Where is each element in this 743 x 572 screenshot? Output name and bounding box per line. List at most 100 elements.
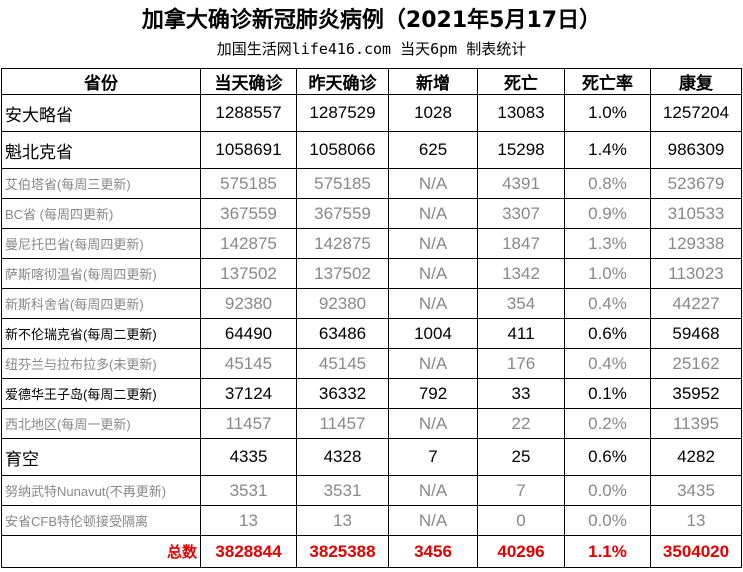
total-cell: 3456: [388, 535, 478, 568]
cell: 411: [477, 318, 565, 350]
cell: 137502: [296, 258, 389, 290]
cell: 129338: [650, 228, 742, 260]
cell: 59468: [650, 318, 742, 350]
cell: N/A: [388, 198, 478, 230]
cell: 45145: [296, 348, 389, 380]
cell: N/A: [388, 228, 478, 260]
header-cell: 新增: [388, 68, 478, 95]
total-row: 总数 3828844 3825388 3456 40296 1.1% 3504020: [1, 535, 742, 568]
cell: 4391: [477, 168, 565, 200]
province-cell: 新斯科舍省(每周四更新): [1, 288, 201, 320]
cell: 0.0%: [564, 475, 651, 507]
province-cell: 新不伦瑞克省(每周二更新): [1, 318, 201, 350]
cell: 33: [477, 378, 565, 410]
cell: 13: [200, 505, 297, 537]
cell: 523679: [650, 168, 742, 200]
cell: 35952: [650, 378, 742, 410]
table: 省份 当天确诊 昨天确诊 新增 死亡 死亡率 康复 安大略省 1288557 1287529 10…: [1, 68, 742, 568]
cell: 3435: [650, 475, 742, 507]
cell: 0.6%: [564, 438, 651, 477]
province-cell: 育空: [1, 438, 201, 477]
cell: 36332: [296, 378, 389, 410]
cell: 1058066: [296, 131, 389, 170]
total-cell: 3504020: [650, 535, 742, 568]
cell: 25162: [650, 348, 742, 380]
header-cell: 康复: [650, 68, 742, 95]
cell: N/A: [388, 168, 478, 200]
cell: 176: [477, 348, 565, 380]
cell: N/A: [388, 258, 478, 290]
cell: 367559: [200, 198, 297, 230]
header-cell: 省份: [1, 68, 201, 95]
cell: 4335: [200, 438, 297, 477]
table-body: 安大略省 1288557 1287529 1028 13083 1.0% 1257204 魁北…: [1, 93, 742, 568]
cell: 1058691: [200, 131, 297, 170]
cell: 1.0%: [564, 93, 651, 133]
header-cell: 死亡: [477, 68, 565, 95]
cell: 44227: [650, 288, 742, 320]
row: 爱德华王子岛(每周二更新) 37124 36332 792 33 0.1% 35952: [1, 378, 742, 410]
cell: 0: [477, 505, 565, 537]
cell: 1004: [388, 318, 478, 350]
row: 艾伯塔省(每周三更新) 575185 575185 N/A 4391 0.8% 523679: [1, 168, 742, 200]
cell: 64490: [200, 318, 297, 350]
province-cell: 安省CFB特伦顿接受隔离: [1, 505, 201, 537]
province-cell: 安大略省: [1, 93, 201, 133]
cell: N/A: [388, 348, 478, 380]
cell: 63486: [296, 318, 389, 350]
total-cell: 3828844: [200, 535, 297, 568]
row: 新斯科舍省(每周四更新) 92380 92380 N/A 354 0.4% 44227: [1, 288, 742, 320]
row: BC省 (每周四更新) 367559 367559 N/A 3307 0.9% 310533: [1, 198, 742, 230]
cell: 0.6%: [564, 318, 651, 350]
cell: 625: [388, 131, 478, 170]
cell: 25: [477, 438, 565, 477]
cell: 37124: [200, 378, 297, 410]
total-cell: 40296: [477, 535, 565, 568]
cell: 1342: [477, 258, 565, 290]
title: 加拿大确诊新冠肺炎病例（2021年5月17日）: [141, 8, 602, 33]
cell: 1028: [388, 93, 478, 133]
cell: 92380: [296, 288, 389, 320]
cell: 142875: [296, 228, 389, 260]
cell: N/A: [388, 288, 478, 320]
province-cell: 曼尼托巴省(每周四更新): [1, 228, 201, 260]
cell: 1847: [477, 228, 565, 260]
row: 安省CFB特伦顿接受隔离 13 13 N/A 0 0.0% 13: [1, 505, 742, 537]
cell: 13083: [477, 93, 565, 133]
cell: 1.3%: [564, 228, 651, 260]
cell: 367559: [296, 198, 389, 230]
cell: 1.4%: [564, 131, 651, 170]
cell: 142875: [200, 228, 297, 260]
row: 育空 4335 4328 7 25 0.6% 4282: [1, 438, 742, 477]
province-cell: 艾伯塔省(每周三更新): [1, 168, 201, 200]
cell: N/A: [388, 505, 478, 537]
cell: 4328: [296, 438, 389, 477]
cell: N/A: [388, 475, 478, 507]
cell: 0.4%: [564, 348, 651, 380]
province-cell: 萨斯喀彻温省(每周四更新): [1, 258, 201, 290]
subtitle: 加国生活网life416.com 当天6pm 制表统计: [216, 40, 527, 58]
cell: 22: [477, 408, 565, 440]
cell: 354: [477, 288, 565, 320]
cell: 113023: [650, 258, 742, 290]
cell: 0.2%: [564, 408, 651, 440]
cell: 92380: [200, 288, 297, 320]
cell: 3531: [296, 475, 389, 507]
cell: 310533: [650, 198, 742, 230]
cell: 13: [296, 505, 389, 537]
cell: 575185: [296, 168, 389, 200]
province-cell: 魁北克省: [1, 131, 201, 170]
cell: 4282: [650, 438, 742, 477]
row: 安大略省 1288557 1287529 1028 13083 1.0% 1257204: [1, 93, 742, 133]
cell: 1257204: [650, 93, 742, 133]
header-cell: 死亡率: [564, 68, 651, 95]
header-cell: 当天确诊: [200, 68, 297, 95]
cell: 792: [388, 378, 478, 410]
cell: 11395: [650, 408, 742, 440]
header-cell: 昨天确诊: [296, 68, 389, 95]
row: 萨斯喀彻温省(每周四更新) 137502 137502 N/A 1342 1.0% 1130…: [1, 258, 742, 290]
province-cell: 西北地区(每周一更新): [1, 408, 201, 440]
row: 魁北克省 1058691 1058066 625 15298 1.4% 986309: [1, 131, 742, 170]
row: 纽芬兰与拉布拉多(未更新) 45145 45145 N/A 176 0.4% 25162: [1, 348, 742, 380]
